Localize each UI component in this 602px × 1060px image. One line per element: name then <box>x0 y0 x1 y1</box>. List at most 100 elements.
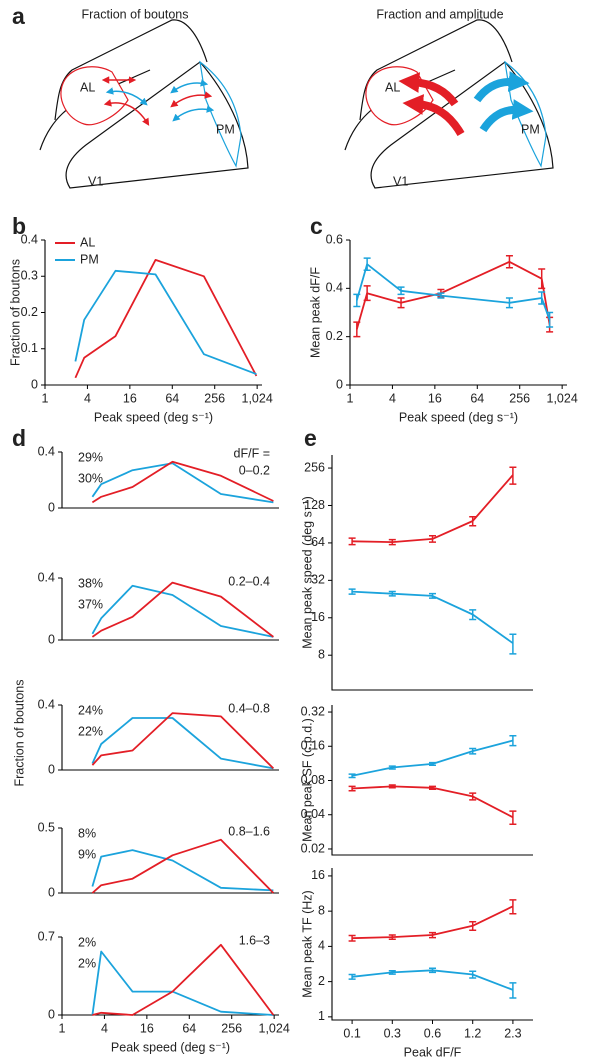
error-bar <box>348 773 356 779</box>
y-tick-label: 0.7 <box>38 929 55 943</box>
y-axis-label: Mean peak dF/F <box>308 267 322 358</box>
error-bar <box>348 785 356 792</box>
error-bar <box>509 734 517 747</box>
legend-label: AL <box>80 235 95 249</box>
y-axis-label: Mean peak speed (deg s⁻¹) <box>300 496 314 649</box>
pm-outline <box>199 60 242 168</box>
error-bar <box>509 899 517 915</box>
area-label: AL <box>385 80 400 94</box>
error-bar <box>363 257 371 271</box>
range-label: 0.4–0.8 <box>228 701 270 715</box>
share-label: 37% <box>78 597 103 611</box>
x-tick-label: 1,024 <box>547 391 578 405</box>
thick-arrow <box>473 71 530 103</box>
error-bar <box>429 592 436 599</box>
y-tick-label: 32 <box>311 573 325 587</box>
y-tick-label: 8 <box>318 903 325 917</box>
x-tick-label: 2.3 <box>504 1026 521 1040</box>
series-line <box>91 584 274 638</box>
y-tick-label: 0.4 <box>38 697 55 711</box>
y-tick-label: 16 <box>311 868 325 882</box>
error-bar <box>348 537 356 546</box>
error-bar <box>429 967 436 974</box>
x-axis-label: Peak speed (deg s⁻¹) <box>94 410 213 424</box>
y-tick-label: 0 <box>48 885 55 899</box>
x-tick-label: 256 <box>204 391 225 405</box>
area-label: V1 <box>88 174 103 188</box>
series-line <box>91 462 274 504</box>
area-label: PM <box>521 122 540 136</box>
x-tick-label: 16 <box>428 391 442 405</box>
share-label: 30% <box>78 471 103 485</box>
x-tick-label: 64 <box>165 391 179 405</box>
error-bar <box>469 792 477 801</box>
panel-letter: e <box>304 425 317 451</box>
y-tick-label: 1 <box>318 1009 325 1023</box>
y-tick-label: 0.2 <box>21 305 38 319</box>
x-tick-label: 16 <box>123 391 137 405</box>
y-tick-label: 0.02 <box>301 841 325 855</box>
range-label: 0–0.2 <box>239 463 270 477</box>
share-label: 29% <box>78 450 103 464</box>
x-tick-label: 256 <box>509 391 530 405</box>
error-bar <box>397 297 405 309</box>
error-bar <box>397 286 405 296</box>
error-bar <box>538 268 546 290</box>
x-axis-label: Peak dF/F <box>404 1045 462 1059</box>
area-outline <box>370 61 554 189</box>
y-tick-label: 0 <box>48 1007 55 1021</box>
x-tick-label: 0.3 <box>384 1026 401 1040</box>
x-tick-label: 1 <box>347 391 354 405</box>
y-tick-label: 0 <box>31 377 38 391</box>
y-tick-label: 0.2 <box>326 329 343 343</box>
arrow <box>172 105 215 122</box>
error-bar <box>348 973 356 980</box>
y-tick-label: 0.1 <box>21 341 38 355</box>
error-bar <box>429 785 436 791</box>
error-bar <box>388 765 396 770</box>
series-line <box>355 263 551 321</box>
error-bar <box>363 285 371 302</box>
series-line <box>352 969 514 991</box>
error-bar <box>469 970 477 979</box>
x-tick-label: 16 <box>140 1021 154 1035</box>
series-line <box>74 259 258 379</box>
arrow <box>170 79 209 94</box>
x-tick-label: 4 <box>389 391 396 405</box>
y-tick-label: 0.4 <box>326 281 343 295</box>
y-tick-label: 0 <box>48 762 55 776</box>
share-label: 9% <box>78 847 96 861</box>
legend-label: PM <box>80 252 99 266</box>
diagram-title: Fraction and amplitude <box>376 7 503 21</box>
series-line <box>352 590 514 644</box>
y-tick-label: 8 <box>318 648 325 662</box>
series-line <box>91 712 275 770</box>
diagram-left: Fraction of boutons AL PM V1 <box>39 7 249 189</box>
error-bar <box>437 292 445 299</box>
error-bar <box>388 934 396 941</box>
x-tick-label: 1 <box>42 391 49 405</box>
y-tick-label: 0.16 <box>301 739 325 753</box>
x-axis-label: Peak speed (deg s⁻¹) <box>111 1040 230 1054</box>
error-bar <box>469 609 477 621</box>
share-label: 8% <box>78 826 96 840</box>
y-tick-label: 0.4 <box>38 570 55 584</box>
area-outline <box>54 19 208 121</box>
y-tick-label: 0 <box>336 377 343 391</box>
error-bar <box>469 920 477 931</box>
series-line <box>74 269 257 375</box>
x-tick-label: 4 <box>101 1021 108 1035</box>
axis <box>331 868 533 1021</box>
series-line <box>352 474 514 543</box>
y-tick-label: 2 <box>318 974 325 988</box>
arrow <box>170 91 213 108</box>
x-tick-label: 256 <box>221 1021 242 1035</box>
axis <box>331 705 533 856</box>
error-bar <box>388 784 396 789</box>
share-label: 24% <box>78 703 103 717</box>
axis <box>331 455 533 691</box>
y-tick-label: 0 <box>48 632 55 646</box>
error-bar <box>546 311 554 328</box>
y-tick-label: 0.4 <box>38 444 55 458</box>
